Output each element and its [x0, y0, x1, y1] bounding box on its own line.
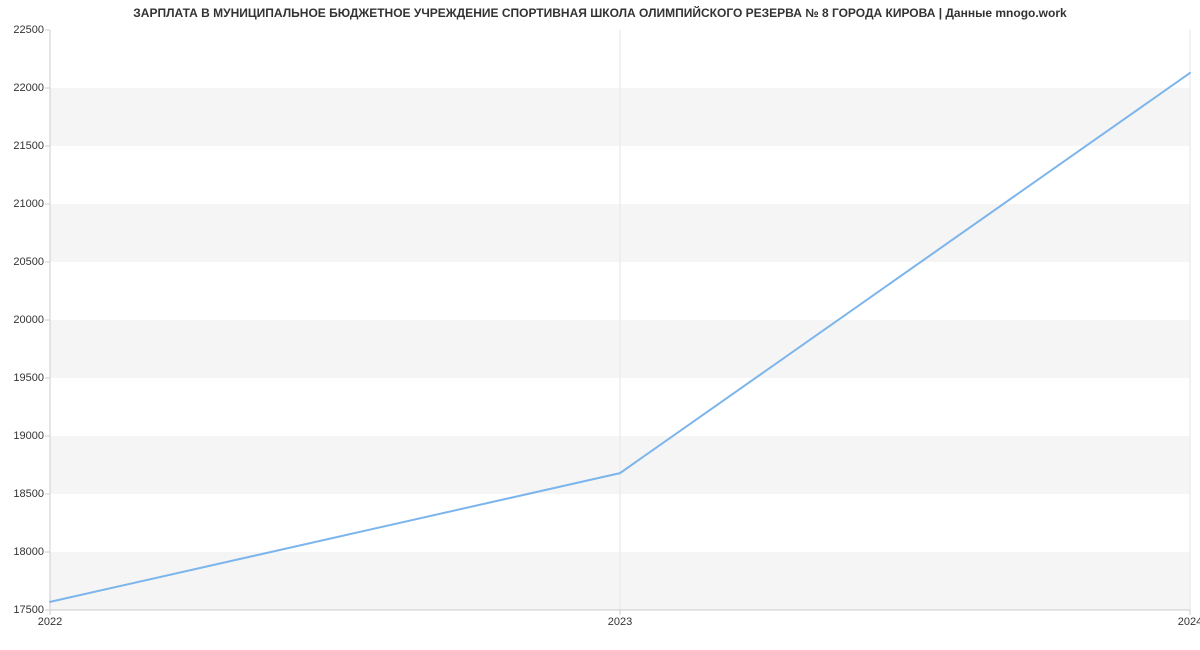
x-tick-label: 2022 — [38, 616, 62, 628]
plot-area: 1750018000185001900019500200002050021000… — [50, 30, 1190, 610]
plot-svg — [50, 30, 1190, 610]
y-tick-label: 18500 — [13, 488, 44, 500]
y-tick-label: 18000 — [13, 546, 44, 558]
y-tick-label: 19500 — [13, 372, 44, 384]
y-tick-label: 19000 — [13, 430, 44, 442]
y-tick-label: 20000 — [13, 314, 44, 326]
x-tick-label: 2023 — [608, 616, 632, 628]
y-tick-label: 17500 — [13, 604, 44, 616]
y-tick-label: 22500 — [13, 24, 44, 36]
chart-title: ЗАРПЛАТА В МУНИЦИПАЛЬНОЕ БЮДЖЕТНОЕ УЧРЕЖ… — [0, 6, 1200, 20]
y-tick-label: 22000 — [13, 82, 44, 94]
chart-container: ЗАРПЛАТА В МУНИЦИПАЛЬНОЕ БЮДЖЕТНОЕ УЧРЕЖ… — [0, 0, 1200, 650]
y-tick-label: 21000 — [13, 198, 44, 210]
x-tick-label: 2024 — [1178, 616, 1200, 628]
y-tick-label: 21500 — [13, 140, 44, 152]
y-tick-label: 20500 — [13, 256, 44, 268]
